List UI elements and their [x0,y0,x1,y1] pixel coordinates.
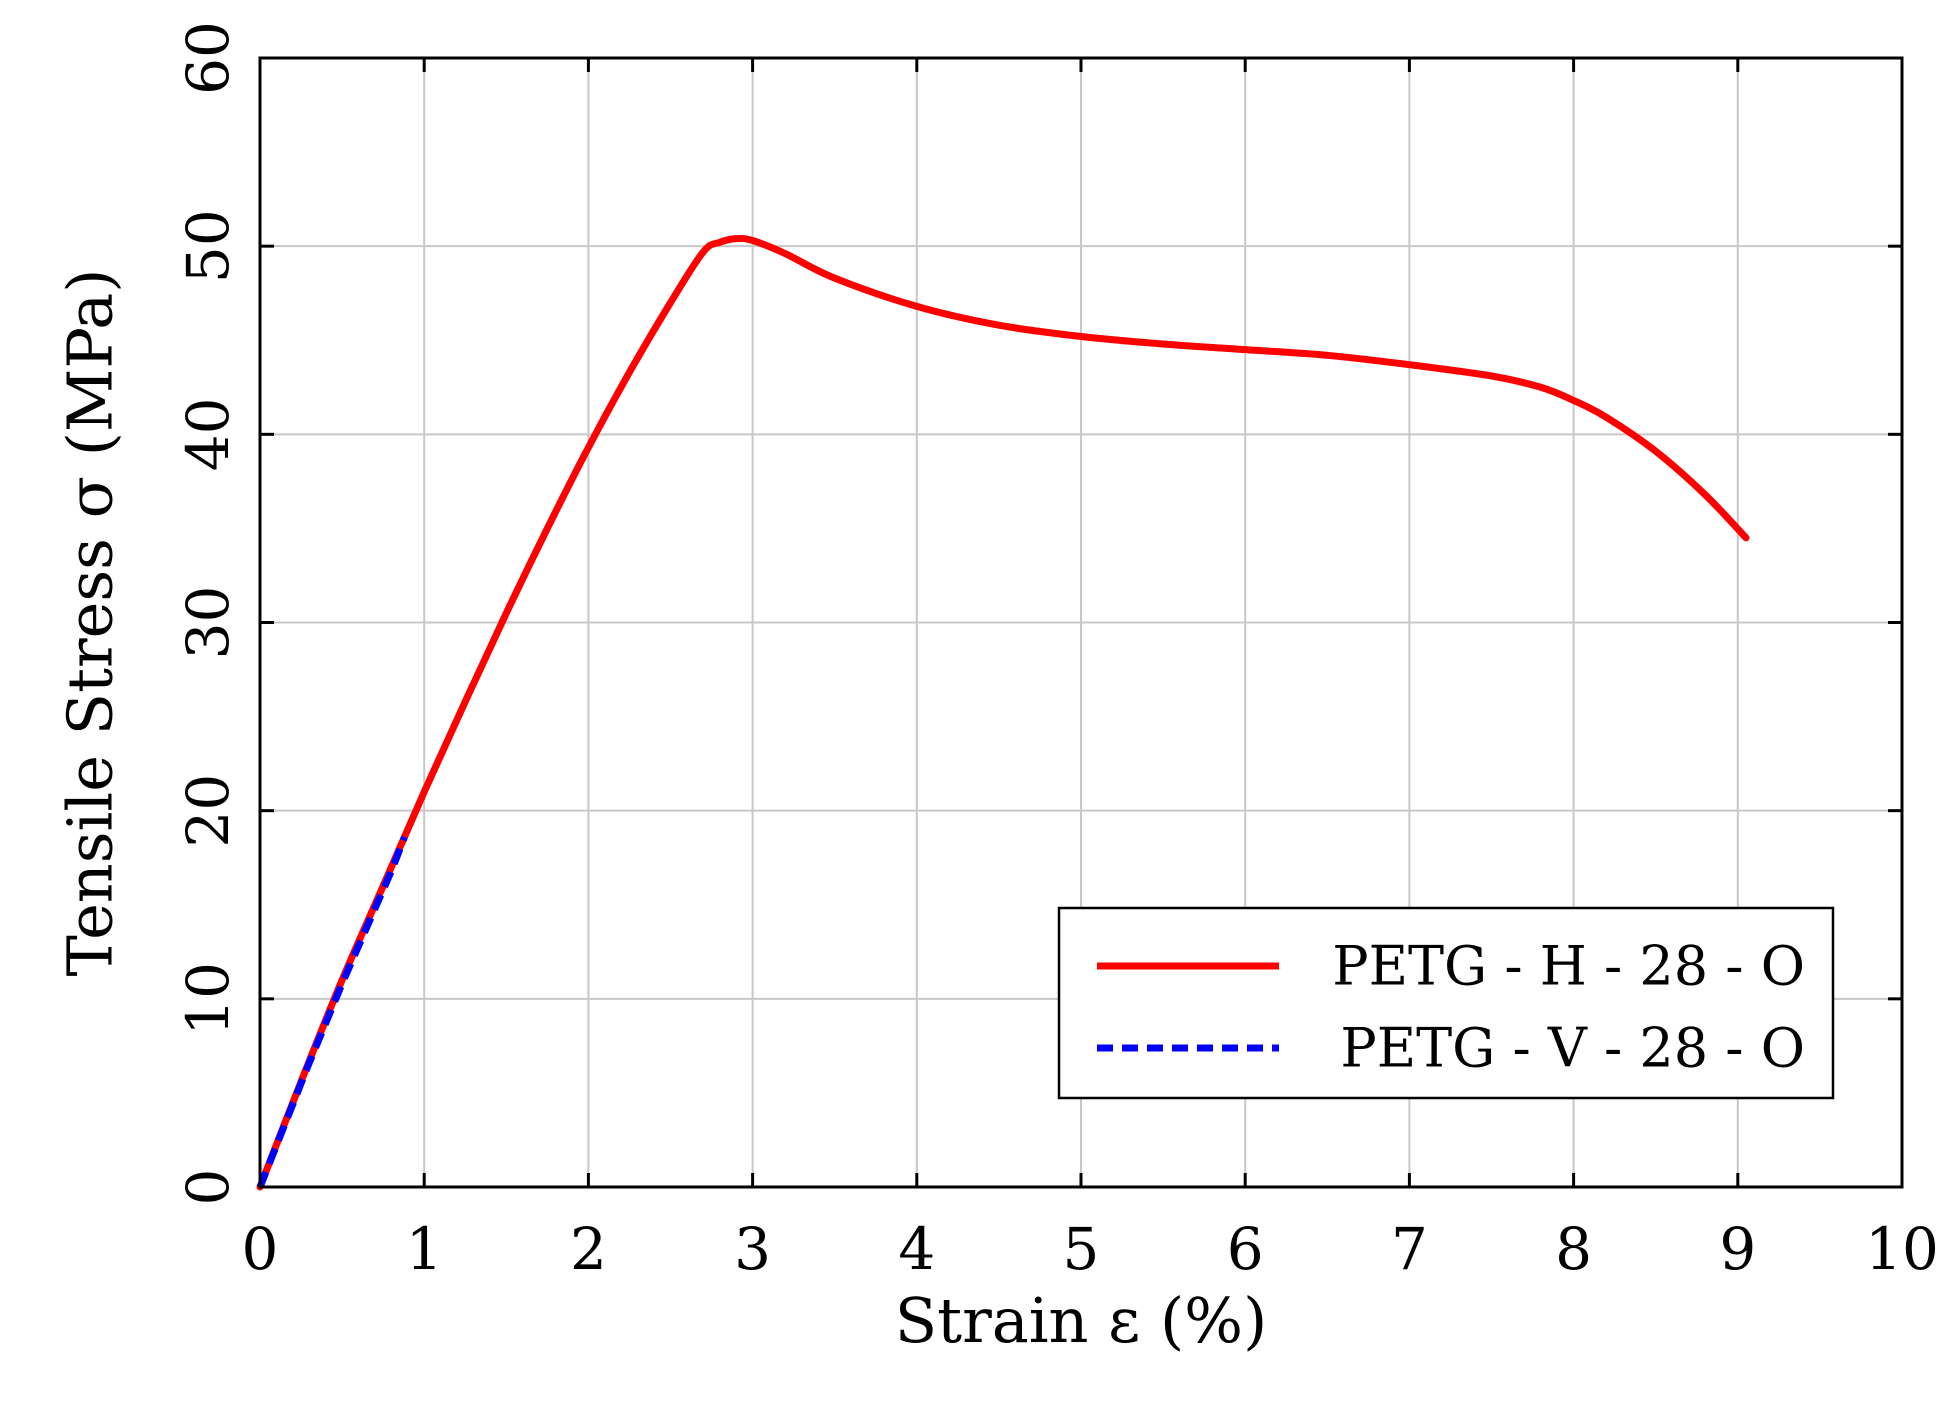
x-tick-label-1: 1 [406,1215,443,1283]
legend-label-petg-h: PETG - H - 28 - O [1332,935,1805,998]
x-tick-label-9: 9 [1719,1215,1756,1283]
x-axis-title: Strain ε (%) [895,1284,1268,1357]
y-tick-label-5: 50 [174,209,242,283]
x-tick-label-10: 10 [1865,1215,1939,1283]
legend: PETG - H - 28 - O PETG - V - 28 - O [1057,906,1835,1100]
y-tick-label-4: 40 [174,397,242,471]
y-tick-label-3: 30 [174,586,242,660]
y-tick-label-6: 60 [174,21,242,95]
y-tick-label-1: 10 [174,962,242,1036]
legend-label-petg-v: PETG - V - 28 - O [1340,1017,1805,1080]
tick-labels: 0 1 2 3 4 5 6 7 8 9 10 0 10 20 30 40 50 60 [174,21,1939,1283]
x-tick-label-7: 7 [1391,1215,1428,1283]
y-tick-label-0: 0 [174,1169,242,1206]
x-tick-label-8: 8 [1555,1215,1592,1283]
data-series [256,234,1750,1191]
x-tick-label-6: 6 [1227,1215,1264,1283]
x-tick-label-3: 3 [734,1215,771,1283]
x-tick-label-2: 2 [570,1215,607,1283]
x-tick-label-5: 5 [1063,1215,1100,1283]
legend-box [1057,906,1835,1100]
axis-ticks [258,56,1904,1189]
series-line-0 [256,234,1750,1191]
y-tick-label-2: 20 [174,774,242,848]
x-tick-label-0: 0 [242,1215,279,1283]
y-axis-title: Tensile Stress σ (MPa) [54,269,127,977]
x-tick-label-4: 4 [898,1215,935,1283]
